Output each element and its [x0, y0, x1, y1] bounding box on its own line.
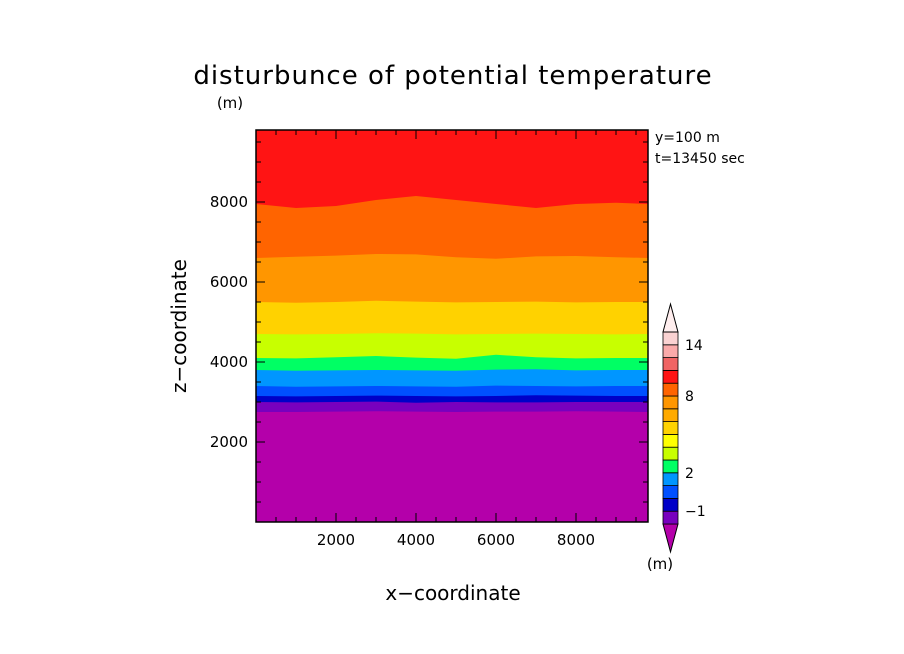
- chart-title: disturbunce of potential temperature: [193, 61, 712, 91]
- colorbar-box: [662, 408, 679, 422]
- y-tick-label: 6000: [210, 273, 248, 291]
- colorbar-upper-extend: [662, 302, 679, 333]
- colorbar-tick-label: 2: [685, 466, 694, 482]
- colorbar-box: [662, 344, 679, 358]
- y-tick-label: 8000: [210, 193, 248, 211]
- colorbar-box: [662, 421, 679, 435]
- x-tick-label: 2000: [317, 531, 355, 549]
- colorbar-box: [662, 497, 679, 512]
- colorbar-box: [662, 510, 679, 525]
- annotation-time: t=13450 sec: [655, 151, 745, 167]
- x-axis-ticks: 2000 4000 6000 8000: [255, 130, 637, 549]
- colorbar-unit: (m): [647, 555, 673, 573]
- colorbar-tick-label: 14: [685, 338, 703, 354]
- colorbar-box: [662, 369, 679, 384]
- colorbar-tick-label: −1: [685, 504, 706, 520]
- colorbar-lower-extend: [662, 523, 679, 554]
- colorbar-box: [662, 357, 679, 371]
- plot-frame: [255, 129, 649, 523]
- x-tick-label: 4000: [397, 531, 435, 549]
- annotation-y-position: y=100 m: [655, 130, 720, 146]
- contour-bands: [256, 130, 648, 522]
- colorbar-box: [662, 433, 679, 448]
- colorbar: [662, 302, 679, 554]
- contour-band: [256, 411, 648, 522]
- colorbar-box: [662, 382, 679, 397]
- chart-title-unit: (m): [217, 94, 243, 112]
- x-axis-label: x−coordinate: [385, 581, 520, 605]
- x-tick-label: 8000: [557, 531, 595, 549]
- colorbar-tick-label: 8: [685, 389, 694, 405]
- colorbar-box: [662, 446, 679, 461]
- colorbar-box: [662, 472, 679, 486]
- colorbar-box: [662, 331, 679, 346]
- y-axis-ticks: 2000 4000 6000 8000: [210, 141, 648, 523]
- x-tick-label: 6000: [477, 531, 515, 549]
- colorbar-box: [662, 485, 679, 499]
- y-tick-label: 2000: [210, 433, 248, 451]
- y-axis-label: z−coordinate: [167, 259, 191, 393]
- colorbar-tick-labels: 14 8 2 −1: [685, 338, 706, 520]
- colorbar-box: [662, 395, 679, 410]
- y-tick-label: 4000: [210, 353, 248, 371]
- colorbar-box: [662, 459, 679, 474]
